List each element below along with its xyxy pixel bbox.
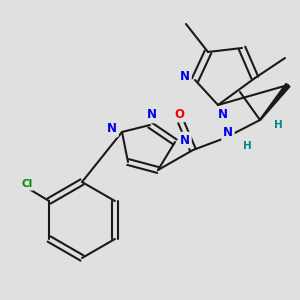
- Text: H: H: [243, 141, 251, 151]
- Text: H: H: [274, 120, 282, 130]
- Text: N: N: [223, 127, 233, 140]
- Text: N: N: [180, 134, 190, 146]
- Text: N: N: [180, 70, 190, 83]
- Text: N: N: [107, 122, 117, 136]
- Text: Cl: Cl: [22, 179, 33, 189]
- Text: O: O: [174, 107, 184, 121]
- Text: N: N: [147, 109, 157, 122]
- Polygon shape: [260, 83, 290, 120]
- Text: N: N: [218, 109, 228, 122]
